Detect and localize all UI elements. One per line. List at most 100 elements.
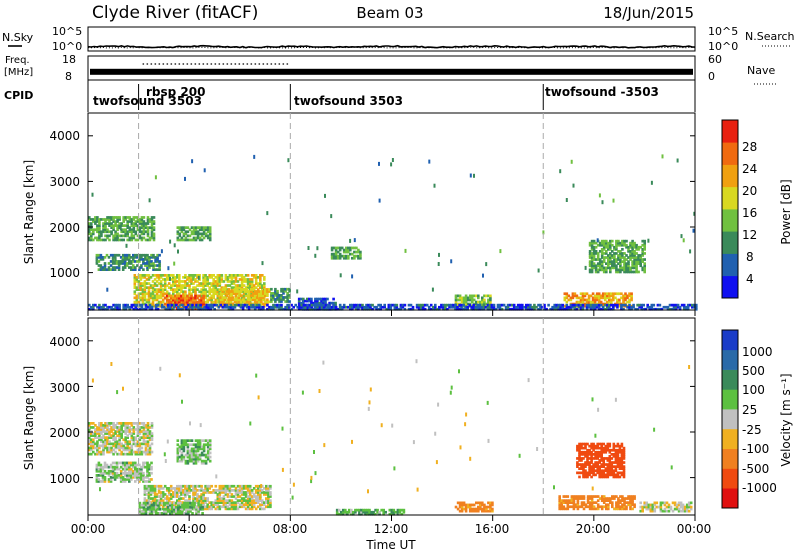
- range-gate-cell: [259, 491, 262, 494]
- range-gate-cell: [477, 505, 480, 509]
- range-gate-cell: [130, 463, 133, 467]
- range-gate-cell: [208, 232, 212, 236]
- range-gate-cell: [151, 286, 155, 289]
- range-gate-cell: [581, 303, 585, 307]
- range-gate-cell: [200, 439, 204, 442]
- range-gate-cell: [639, 262, 642, 265]
- range-gate-cell: [95, 260, 99, 263]
- range-gate-cell: [370, 512, 373, 516]
- range-gate-cell: [672, 303, 676, 307]
- range-gate-cell: [198, 453, 202, 457]
- range-gate-cell: [236, 501, 240, 504]
- range-gate-cell: [206, 276, 209, 279]
- range-gate-cell: [346, 510, 349, 514]
- range-gate-cell: [308, 297, 311, 301]
- range-gate-cell: [590, 457, 593, 460]
- range-gate-cell: [180, 487, 183, 490]
- range-gate-cell: [576, 507, 580, 511]
- range-gate-cell: [196, 284, 199, 287]
- range-gate-cell: [377, 303, 380, 307]
- range-gate-cell: [95, 465, 99, 469]
- range-gate-cell: [178, 499, 181, 502]
- range-gate-cell: [174, 276, 177, 279]
- range-gate-cell: [364, 512, 367, 516]
- range-gate-cell: [142, 465, 145, 469]
- range-gate-cell: [176, 292, 179, 296]
- range-gate-cell: [284, 296, 287, 299]
- range-gate-cell: [198, 441, 202, 445]
- range-gate-cell: [602, 499, 606, 502]
- range-gate-cell: [580, 467, 583, 470]
- range-gate-cell: [595, 296, 599, 300]
- range-gate-cell: [594, 446, 597, 450]
- range-gate-cell: [363, 307, 366, 311]
- range-gate-cell: [623, 262, 626, 265]
- range-gate-cell: [161, 300, 165, 304]
- range-gate-cell: [606, 446, 610, 450]
- range-gate-cell: [586, 505, 590, 509]
- range-gate-cell: [88, 236, 91, 240]
- range-gate-cell: [489, 294, 492, 298]
- range-gate-cell: [208, 292, 211, 296]
- range-gate-cell: [472, 503, 476, 507]
- range-gate-cell: [342, 303, 346, 307]
- range-gate-cell: [318, 305, 322, 309]
- range-gate-cell: [602, 260, 606, 263]
- range-gate-cell: [212, 284, 215, 287]
- range-gate-cell: [251, 305, 255, 309]
- range-gate-cell: [586, 442, 589, 446]
- range-gate-cell: [144, 461, 147, 465]
- range-gate-cell: [128, 307, 132, 311]
- range-gate-cell: [481, 296, 484, 300]
- range-gate-cell: [609, 248, 612, 251]
- range-gate-cell: [119, 480, 123, 483]
- range-gate-cell: [220, 505, 224, 509]
- range-gate-cell: [250, 505, 254, 509]
- range-gate-cell: [132, 471, 135, 475]
- range-gate-cell: [631, 241, 634, 245]
- range-gate-cell: [138, 471, 141, 475]
- range-gate-cell: [98, 305, 101, 309]
- range-gate-cell: [200, 300, 203, 304]
- range-gate-cell: [392, 512, 396, 516]
- range-gate-cell: [160, 512, 164, 515]
- range-gate-cell: [109, 471, 113, 475]
- range-gate-cell: [158, 262, 161, 265]
- range-gate-cell: [194, 228, 198, 232]
- range-gate-cell: [256, 276, 260, 279]
- range-gate-cell: [95, 469, 99, 473]
- range-gate-cell: [159, 274, 163, 277]
- range-gate-cell: [288, 305, 291, 309]
- range-gate-cell: [104, 440, 107, 444]
- range-gate-cell: [102, 450, 105, 454]
- range-gate-cell: [284, 307, 287, 311]
- range-gate-cell: [176, 290, 179, 294]
- range-gate-cell: [189, 303, 192, 307]
- range-gate-cell: [316, 307, 320, 311]
- range-gate-cell: [146, 432, 150, 435]
- range-gate-cell: [479, 501, 482, 505]
- range-gate-cell: [248, 497, 252, 500]
- range-gate-cell: [146, 463, 149, 467]
- range-gate-cell: [165, 296, 169, 300]
- range-gate-cell: [153, 274, 157, 277]
- range-gate-cell: [132, 236, 136, 240]
- range-gate-cell: [107, 465, 111, 469]
- range-gate-cell: [338, 307, 342, 311]
- range-gate-cell: [222, 499, 226, 502]
- range-gate-cell: [611, 239, 614, 243]
- range-gate-cell: [614, 448, 618, 452]
- range-gate-cell: [603, 292, 607, 296]
- range-gate-cell: [115, 461, 119, 465]
- range-gate-cell: [637, 245, 640, 249]
- range-gate-cell: [177, 505, 180, 509]
- range-gate-cell: [178, 284, 181, 287]
- range-gate-cell: [318, 307, 322, 311]
- range-gate-cell: [617, 256, 620, 259]
- cpid-mode-3: twofsound 3503: [294, 94, 403, 108]
- range-gate-cell: [210, 491, 213, 494]
- range-gate-cell: [400, 512, 404, 516]
- range-gate-cell: [640, 305, 643, 309]
- range-gate-cell: [134, 436, 138, 439]
- range-gate-cell: [208, 443, 212, 447]
